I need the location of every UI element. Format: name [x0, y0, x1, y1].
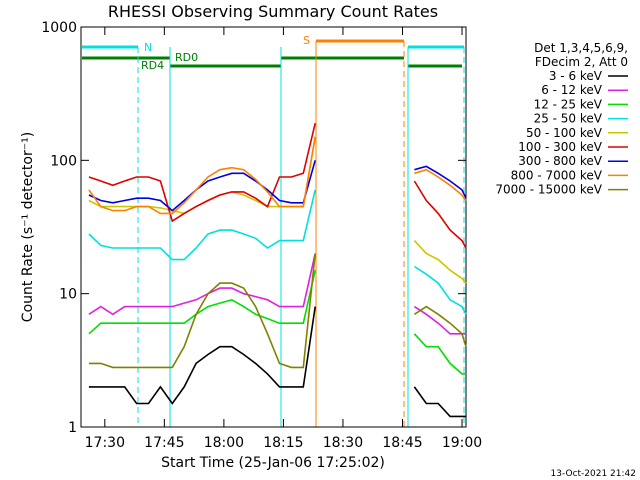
series-line [413, 265, 467, 315]
legend-label: 12 - 25 keV [534, 97, 603, 111]
legend-header: Det 1,3,4,5,6,9, [534, 41, 628, 55]
legend-label: 800 - 7000 keV [511, 168, 603, 182]
legend-label: 7000 - 15000 keV [495, 183, 602, 197]
series-line [413, 305, 467, 347]
series-line [414, 168, 467, 201]
legend-label: 300 - 800 keV [518, 154, 602, 168]
x-tick-label: 17:30 [85, 435, 125, 451]
x-tick-label: 18:30 [323, 435, 363, 451]
y-tick-label: 1 [68, 420, 77, 436]
legend-header: FDecim 2, Att 0 [535, 55, 628, 69]
series-line [413, 240, 467, 284]
legend-label: 3 - 6 keV [549, 69, 603, 83]
x-tick-label: 19:00 [442, 435, 482, 451]
y-axis-label: Count Rate (s⁻¹ detector⁻¹) [20, 132, 36, 322]
series-line [88, 306, 316, 405]
annotation: N [144, 41, 152, 54]
legend-label: 100 - 300 keV [518, 140, 602, 154]
x-tick-label: 17:45 [144, 435, 184, 451]
annotation: RD0 [175, 51, 198, 64]
legend-label: 50 - 100 keV [526, 126, 603, 140]
legend-label: 25 - 50 keV [534, 112, 603, 126]
x-axis-label: Start Time (25-Jan-06 17:25:02) [161, 455, 385, 471]
y-tick-label: 10 [59, 287, 77, 303]
series-line [88, 189, 316, 261]
series-line [88, 253, 316, 369]
series-line [413, 386, 466, 418]
series-line [88, 136, 316, 215]
y-tick-label: 100 [50, 153, 77, 169]
series-line [88, 160, 316, 212]
legend-label: 6 - 12 keV [541, 83, 603, 97]
x-tick-label: 18:00 [204, 435, 244, 451]
annotation: RD4 [141, 59, 164, 72]
series-line [413, 180, 467, 249]
x-tick-label: 18:15 [263, 435, 303, 451]
series-line [88, 253, 316, 316]
series-line [414, 165, 467, 199]
y-tick-label: 1000 [41, 20, 77, 36]
chart-title: RHESSI Observing Summary Count Rates [108, 2, 438, 21]
series-line [88, 270, 316, 335]
timestamp: 13-Oct-2021 21:42 [551, 469, 636, 479]
annotation: S [303, 34, 310, 47]
series-line [88, 123, 316, 223]
series-line [413, 333, 466, 375]
plot-frame [80, 26, 467, 428]
x-tick-label: 18:45 [382, 435, 422, 451]
